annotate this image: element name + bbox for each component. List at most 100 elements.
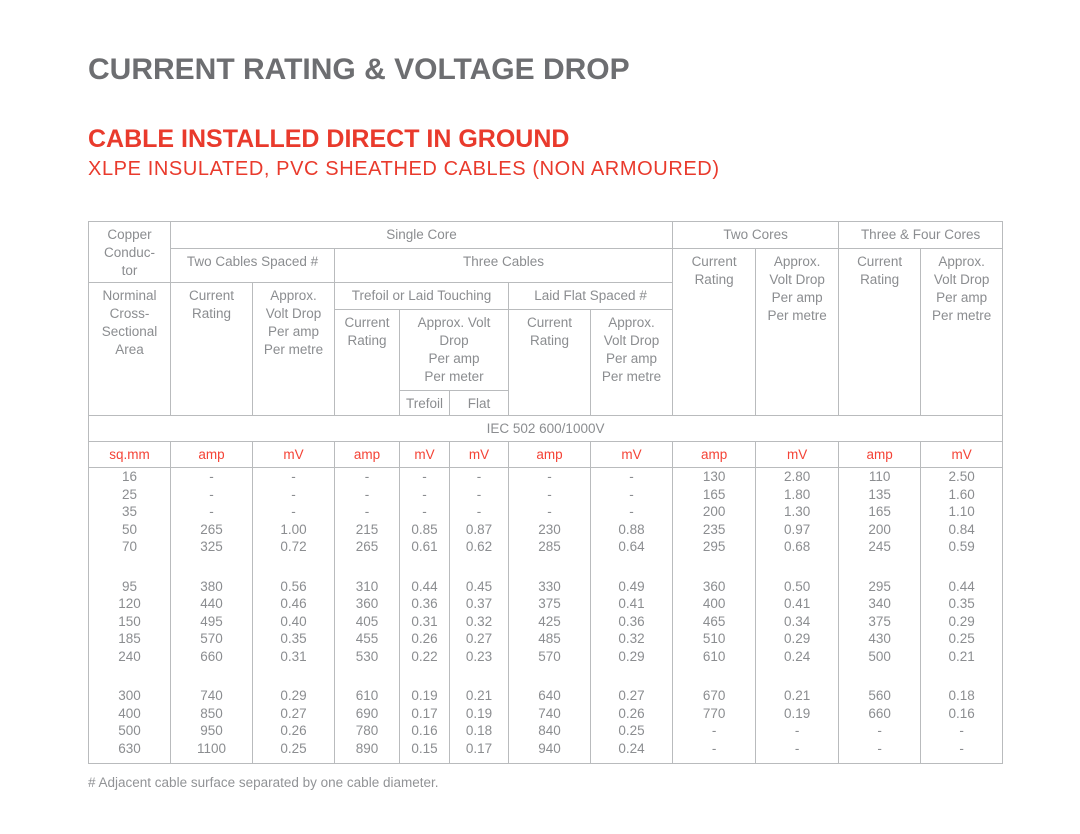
table-cell: - xyxy=(449,467,509,486)
spacer-cell xyxy=(508,665,591,687)
table-row: 240 660 0.31 530 0.22 0.23 570 0.29 610 0.24 500 0.… xyxy=(88,647,1004,665)
units-row: sq.mm amp mV amp mV mV amp mV amp mV amp… xyxy=(88,441,1004,468)
unit-label: mV xyxy=(589,441,674,468)
table-cell: 0.31 xyxy=(252,647,335,665)
spacer-cell xyxy=(170,555,253,578)
pad-row xyxy=(88,757,1004,764)
table-cell: 0.24 xyxy=(755,647,840,665)
table-cell: 95 xyxy=(88,577,171,595)
table-cell: 0.16 xyxy=(399,722,450,740)
header-row-4: Current Rating Approx. Volt Drop Per amp… xyxy=(89,309,1003,416)
table-body: 16- - - - - - -130 2.80 110 2.50 25- - - - - - -165 1.80 1… xyxy=(88,467,1004,764)
table-cell: 0.87 xyxy=(449,520,509,538)
table-cell: 375 xyxy=(838,612,922,630)
table-cell: 0.36 xyxy=(399,595,450,613)
table-cell: 0.29 xyxy=(755,630,840,648)
table-cell: 0.68 xyxy=(755,538,840,556)
spacer-cell xyxy=(755,555,840,578)
spacer-cell xyxy=(449,665,509,687)
header-laid-flat-current-rating: Current Rating xyxy=(508,309,591,416)
table-cell: - xyxy=(508,485,591,503)
current-rating-table: Copper Conduc- tor Single Core Two Cores… xyxy=(87,221,1004,764)
header-three-four-cores: Three & Four Cores xyxy=(838,221,1004,249)
header-two-cables-current-rating: Current Rating xyxy=(170,282,253,416)
table-cell: 245 xyxy=(838,538,922,556)
spacer-cell xyxy=(88,757,171,764)
table-cell: 770 xyxy=(672,704,757,722)
table-cell: 380 xyxy=(170,577,253,595)
spacer-cell xyxy=(88,555,171,578)
table-cell: 465 xyxy=(672,612,757,630)
table-cell: 25 xyxy=(88,485,171,503)
table-cell: 265 xyxy=(334,538,400,556)
header-single-core: Single Core xyxy=(169,221,674,249)
footnote: # Adjacent cable surface separated by on… xyxy=(88,775,439,790)
standard-row: IEC 502 600/1000V xyxy=(87,415,1004,442)
table-row: 150 495 0.40 405 0.31 0.32 425 0.36 465 0.34 375 0.… xyxy=(88,612,1004,630)
table-cell: 0.35 xyxy=(252,630,335,648)
table-cell: - xyxy=(252,485,335,503)
table-cell: 360 xyxy=(334,595,400,613)
header-two-cores-volt-drop: Approx. Volt Drop Per amp Per metre xyxy=(755,248,840,416)
unit-label: amp xyxy=(672,441,757,468)
table-cell: 215 xyxy=(334,520,400,538)
table-cell: 295 xyxy=(672,538,757,556)
spacer-cell xyxy=(755,665,840,687)
table-cell: 0.32 xyxy=(449,612,509,630)
table-cell: 0.41 xyxy=(589,595,674,613)
table-cell: 150 xyxy=(88,612,171,630)
table-cell: - xyxy=(399,485,450,503)
table-cell: - xyxy=(399,503,450,521)
table-row: 35- - - - - - -200 1.30 165 1.10 xyxy=(88,503,1004,521)
spacer-row xyxy=(88,665,1004,687)
table-cell: 440 xyxy=(170,595,253,613)
table-cell: 0.18 xyxy=(920,687,1004,705)
header-row-2: Two Cables Spaced # Three Cables Current… xyxy=(89,248,1004,416)
table-cell: 0.27 xyxy=(449,630,509,648)
table-cell: 0.26 xyxy=(252,722,335,740)
table-cell: 165 xyxy=(672,485,757,503)
unit-label: amp xyxy=(838,441,922,468)
table-cell: 200 xyxy=(672,503,757,521)
table-cell: 0.34 xyxy=(755,612,840,630)
table-cell: 500 xyxy=(838,647,922,665)
table-row: 95 380 0.56 310 0.44 0.45 330 0.49 360 0.50 295 0.4… xyxy=(88,577,1004,595)
table-cell: 0.26 xyxy=(399,630,450,648)
table-cell: 0.24 xyxy=(589,739,674,757)
table-cell: - xyxy=(672,739,757,757)
spacer-cell xyxy=(755,757,840,764)
table-cell: 940 xyxy=(508,739,591,757)
section-heading: CABLE INSTALLED DIRECT IN GROUND xyxy=(88,125,570,153)
table-cell: 0.17 xyxy=(399,704,450,722)
spacer-cell xyxy=(920,757,1004,764)
table-cell: 70 xyxy=(88,538,171,556)
table-cell: 0.23 xyxy=(449,647,509,665)
table-cell: - xyxy=(334,467,400,486)
header-two-cables-volt-drop: Approx. Volt Drop Per amp Per metre xyxy=(252,282,335,416)
table-cell: 0.17 xyxy=(449,739,509,757)
header-two-cores-current-rating: Current Rating xyxy=(672,248,757,416)
spacer-cell xyxy=(838,757,922,764)
header-trefoil-or-laid-touching: Trefoil or Laid Touching xyxy=(334,282,509,310)
unit-label: mV xyxy=(755,441,840,468)
table-cell: 740 xyxy=(508,704,591,722)
spacer-cell xyxy=(920,665,1004,687)
spacer-cell xyxy=(399,555,450,578)
header-trefoil-sub: Trefoil xyxy=(399,390,450,416)
table-cell: - xyxy=(755,739,840,757)
unit-label: amp xyxy=(170,441,253,468)
table-cell: 510 xyxy=(672,630,757,648)
table-cell: 400 xyxy=(672,595,757,613)
table-cell: 0.35 xyxy=(920,595,1004,613)
spacer-cell xyxy=(589,757,674,764)
header-row-1: Copper Conduc- tor Single Core Two Cores… xyxy=(88,221,1004,283)
table-cell: 0.41 xyxy=(755,595,840,613)
table-cell: 670 xyxy=(672,687,757,705)
table-cell: 840 xyxy=(508,722,591,740)
table-cell: 165 xyxy=(838,503,922,521)
table-cell: 455 xyxy=(334,630,400,648)
spacer-cell xyxy=(252,757,335,764)
table-row: 50 265 1.00 215 0.85 0.87 230 0.88 235 0.97 200 0.8… xyxy=(88,520,1004,538)
spacer-cell xyxy=(508,757,591,764)
table-cell: - xyxy=(252,503,335,521)
